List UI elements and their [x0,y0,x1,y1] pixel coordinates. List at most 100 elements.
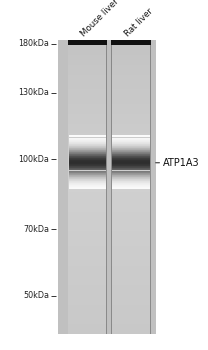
Bar [112,183,150,184]
Bar [111,329,151,334]
Bar [112,153,150,154]
Bar [69,159,106,160]
Bar [69,180,106,181]
Bar [68,75,107,79]
Bar [68,128,107,133]
Bar [111,324,151,329]
Bar [68,241,107,246]
Bar [68,300,107,305]
Bar [68,89,107,94]
Bar [69,148,106,149]
Bar [112,164,150,165]
Bar [68,128,107,133]
Text: 50kDa: 50kDa [23,291,49,300]
Bar [111,236,151,241]
Bar [68,153,107,158]
Bar [111,40,151,45]
Bar [112,169,150,170]
Bar [68,310,107,315]
Bar [68,148,107,153]
Bar [69,145,106,146]
Bar [69,187,106,188]
Bar [112,167,150,168]
Bar [111,89,151,94]
Bar [68,207,107,212]
Bar [111,310,151,315]
Bar [111,65,151,70]
Bar [68,187,107,192]
Bar [68,295,107,300]
Bar [111,128,151,133]
Bar [111,70,151,75]
Bar [68,104,107,109]
Bar [111,70,151,75]
Bar [112,170,150,171]
Bar [112,145,150,146]
Text: Mouse liver: Mouse liver [79,0,120,38]
Bar [112,175,150,176]
Text: Rat liver: Rat liver [123,7,154,38]
Bar [68,192,107,197]
Bar [112,173,150,174]
Bar [112,136,150,137]
Bar [69,160,106,161]
Bar [69,150,106,151]
Bar [112,162,150,163]
Bar [69,156,106,157]
Bar [111,60,151,65]
Bar [111,168,151,173]
Bar [111,222,151,226]
Bar [69,185,106,186]
Bar [111,187,151,192]
Bar [69,172,106,173]
Bar [68,324,107,329]
Bar [68,182,107,187]
Bar [68,55,107,60]
Bar [69,174,106,175]
Bar [111,212,151,217]
Bar [68,271,107,275]
Bar [68,275,107,280]
Bar [68,236,107,241]
Bar [69,162,106,163]
Bar [69,188,106,189]
Bar [68,143,107,148]
Text: 180kDa: 180kDa [18,39,49,48]
Bar [68,310,107,315]
Bar [68,75,107,79]
Bar [111,305,151,310]
Bar [69,168,106,169]
Bar [111,192,151,197]
Bar [68,84,107,89]
Bar [68,256,107,261]
Bar [68,217,107,222]
Bar [68,266,107,271]
Bar [68,197,107,202]
Bar [69,151,106,152]
Bar [111,320,151,324]
Bar [111,40,151,45]
Bar [111,310,151,315]
Bar [68,197,107,202]
Bar [111,163,151,168]
Bar [111,40,151,45]
Bar [68,124,107,128]
Bar [112,156,150,157]
Bar [111,207,151,212]
Bar [111,217,151,222]
Bar [112,155,150,156]
Bar [111,50,151,55]
Bar [69,171,106,172]
Bar [112,177,150,178]
Bar [150,40,151,334]
Bar [69,144,106,145]
Bar [68,79,107,84]
Bar [68,324,107,329]
Bar [68,212,107,217]
Bar [68,241,107,246]
Bar [111,45,151,50]
Bar [111,266,151,271]
Bar [111,138,151,143]
Bar [111,84,151,89]
Bar [111,226,151,231]
